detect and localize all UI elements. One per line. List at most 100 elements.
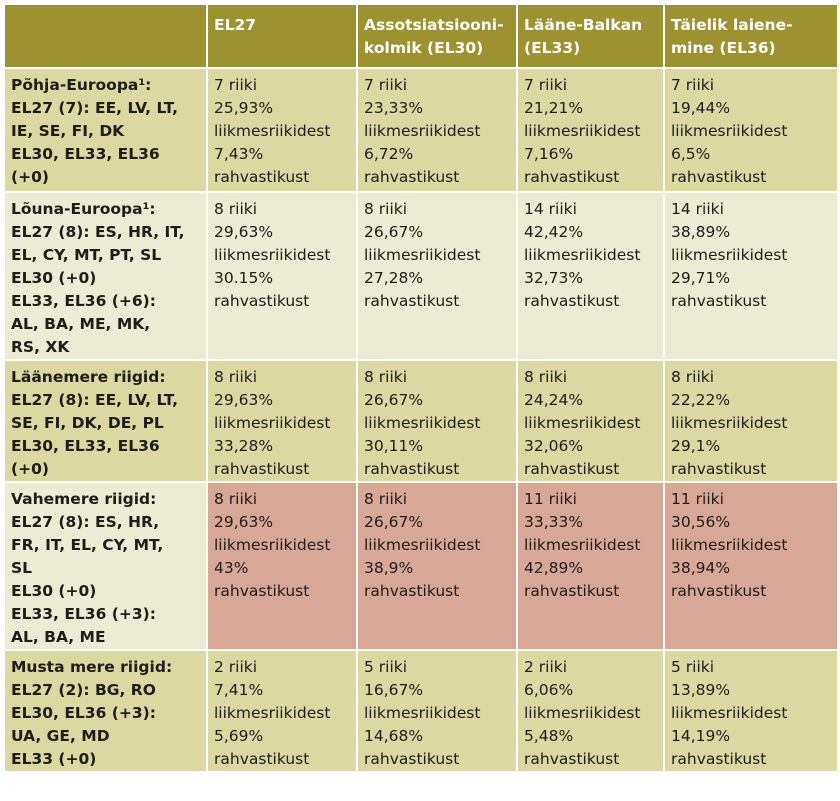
row-header-line: EL30 (+0) <box>11 582 97 600</box>
data-cell-line: rahvastikust <box>364 582 460 600</box>
data-cell-line: 32,73% <box>524 269 584 287</box>
data-cell-line: rahvastikust <box>524 292 620 310</box>
data-cell-line: 8 riiki <box>364 490 408 508</box>
row-header-line: EL30 (+0) <box>11 269 97 287</box>
data-cell-line: liikmesriikidest <box>671 122 788 140</box>
data-cell-line: 8 riiki <box>524 368 568 386</box>
data-cell-line: liikmesriikidest <box>524 536 641 554</box>
data-cell-line: 30.15% <box>214 269 274 287</box>
data-cell-line: liikmesriikidest <box>364 536 481 554</box>
data-cell-line: 14,68% <box>364 727 424 745</box>
data-cell: 8 riiki 26,67% liikmesriikidest 38,9% rahvas… <box>356 481 518 651</box>
header-el27-label: EL27 <box>214 16 257 34</box>
table-row: Musta mere riigid: EL27 (2): BG, RO EL30, … <box>3 649 839 773</box>
data-cell-line: 11 riiki <box>671 490 724 508</box>
data-cell: 7 riiki 23,33% liikmesriikidest 6,72% rahvas… <box>356 67 518 193</box>
data-cell-line: liikmesriikidest <box>214 414 331 432</box>
data-cell-line: rahvastikust <box>524 460 620 478</box>
row-header-line: EL33, EL36 (+3): <box>11 605 156 623</box>
data-cell-line: rahvastikust <box>364 168 460 186</box>
data-cell-line: rahvastikust <box>671 168 767 186</box>
data-cell-line: 7 riiki <box>364 76 408 94</box>
data-cell: 14 riiki 42,42% liikmesriikidest 32,73% rahv… <box>516 191 665 361</box>
data-cell-line: liikmesriikidest <box>524 122 641 140</box>
header-el36-label: Täielik laiene-mine (EL36) <box>671 14 831 60</box>
table-row: Põhja-Euroopa¹: EL27 (7): EE, LV, LT, IE, … <box>3 67 839 193</box>
data-cell-line: 38,94% <box>671 559 731 577</box>
data-cell-line: 25,93% <box>214 99 274 117</box>
data-cell-line: 42,42% <box>524 223 584 241</box>
data-cell-line: 19,44% <box>671 99 731 117</box>
row-header-line: EL30, EL33, EL36 <box>11 145 160 163</box>
enlargement-comparison-table: EL27 Assotsiatsiooni-kolmik (EL30) Lääne… <box>3 3 839 773</box>
data-cell-line: 29,63% <box>214 391 274 409</box>
data-cell-line: 29,63% <box>214 223 274 241</box>
table-row: Vahemere riigid: EL27 (8): ES, HR, FR, IT,… <box>3 481 839 651</box>
data-cell: 8 riiki 26,67% liikmesriikidest 30,11% rahva… <box>356 359 518 483</box>
data-cell-line: 30,11% <box>364 437 424 455</box>
data-cell-line: liikmesriikidest <box>364 246 481 264</box>
data-cell-line: 14,19% <box>671 727 731 745</box>
data-cell: 8 riiki 29,63% liikmesriikidest 30.15% rahva… <box>206 191 358 361</box>
row-header-line: EL27 (7): EE, LV, LT, <box>11 99 179 117</box>
row-header-line: RS, XK <box>11 338 70 356</box>
data-cell-line: 6,5% <box>671 145 711 163</box>
row-header-line: FR, IT, EL, CY, MT, <box>11 536 164 554</box>
row-header-line: AL, BA, ME <box>11 628 106 646</box>
row-header-line: EL27 (8): EE, LV, LT, <box>11 391 179 409</box>
row-header-line: UA, GE, MD <box>11 727 110 745</box>
data-cell-line: 29,1% <box>671 437 721 455</box>
row-header-cell: Vahemere riigid: EL27 (8): ES, HR, FR, IT,… <box>3 481 208 651</box>
header-el30-label: Assotsiatsiooni-kolmik (EL30) <box>364 14 510 60</box>
data-cell-line: 38,89% <box>671 223 731 241</box>
data-cell-line: 43% <box>214 559 249 577</box>
header-label-line: Täielik laiene- <box>671 16 793 34</box>
header-cell-el27: EL27 <box>206 3 358 69</box>
data-cell-line: rahvastikust <box>214 582 310 600</box>
data-cell-line: 30,56% <box>671 513 731 531</box>
data-cell-line: 29,71% <box>671 269 731 287</box>
row-header-cell: Põhja-Euroopa¹: EL27 (7): EE, LV, LT, IE, … <box>3 67 208 193</box>
header-cell-el33: Lääne-Balkan (EL33) <box>516 3 665 69</box>
data-cell: 2 riiki 7,41% liikmesriikidest 5,69% rahvast… <box>206 649 358 773</box>
data-cell-line: liikmesriikidest <box>524 246 641 264</box>
data-cell-line: 6,72% <box>364 145 414 163</box>
data-cell-line: rahvastikust <box>671 750 767 768</box>
row-header-line: EL27 (2): BG, RO <box>11 681 156 699</box>
row-header-cell: Läänemere riigid: EL27 (8): EE, LV, LT, SE… <box>3 359 208 483</box>
table-row: Läänemere riigid: EL27 (8): EE, LV, LT, SE… <box>3 359 839 483</box>
data-cell-line: 8 riiki <box>214 490 258 508</box>
data-cell: 2 riiki 6,06% liikmesriikidest 5,48% rahvast… <box>516 649 665 773</box>
data-cell-line: 23,33% <box>364 99 424 117</box>
data-cell-line: liikmesriikidest <box>364 122 481 140</box>
row-header-line: IE, SE, FI, DK <box>11 122 125 140</box>
data-cell-line: rahvastikust <box>524 750 620 768</box>
data-cell-line: 5,69% <box>214 727 264 745</box>
row-header-line: EL27 (8): ES, HR, IT, <box>11 223 185 241</box>
data-cell: 5 riiki 16,67% liikmesriikidest 14,68% rahva… <box>356 649 518 773</box>
header-label-line: Assotsiatsiooni- <box>364 16 504 34</box>
row-header-line: Läänemere riigid: <box>11 368 166 386</box>
data-cell-line: 11 riiki <box>524 490 577 508</box>
table-row: Lõuna-Euroopa¹: EL27 (8): ES, HR, IT, EL, … <box>3 191 839 361</box>
header-label-line: mine (EL36) <box>671 39 776 57</box>
header-cell-empty <box>3 3 208 69</box>
data-cell-line: liikmesriikidest <box>364 414 481 432</box>
row-header-line: SL <box>11 559 33 577</box>
data-cell-line: 26,67% <box>364 513 424 531</box>
header-label-line: Lääne-Balkan <box>524 16 643 34</box>
header-row: EL27 Assotsiatsiooni-kolmik (EL30) Lääne… <box>3 3 839 69</box>
data-cell: 8 riiki 22,22% liikmesriikidest 29,1% rahvas… <box>663 359 839 483</box>
data-cell-line: rahvastikust <box>214 292 310 310</box>
data-cell-line: 33,33% <box>524 513 584 531</box>
data-cell-line: liikmesriikidest <box>671 246 788 264</box>
row-header-cell: Lõuna-Euroopa¹: EL27 (8): ES, HR, IT, EL, … <box>3 191 208 361</box>
data-cell-line: rahvastikust <box>364 460 460 478</box>
data-cell-line: 22,22% <box>671 391 731 409</box>
data-cell-line: 24,24% <box>524 391 584 409</box>
data-cell-line: 14 riiki <box>524 200 577 218</box>
data-cell-line: 8 riiki <box>671 368 715 386</box>
row-header-line: Vahemere riigid: <box>11 490 157 508</box>
data-cell: 8 riiki 24,24% liikmesriikidest 32,06% rahva… <box>516 359 665 483</box>
